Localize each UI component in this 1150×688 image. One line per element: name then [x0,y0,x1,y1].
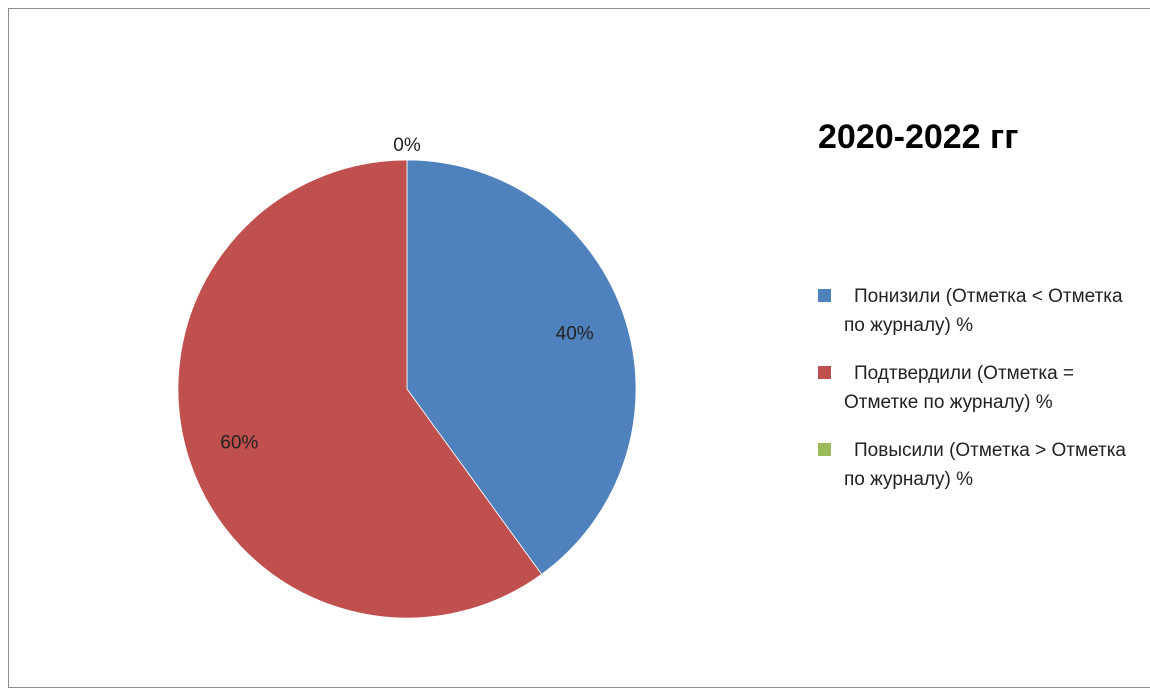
legend-label-raised: Повысили (Отметка > Отметка по журналу) … [844,440,1127,490]
data-label-confirmed: 60% [220,433,258,454]
legend-item-lowered: Понизили (Отметка < Отметка по журналу) … [818,282,1148,340]
data-label-raised: 0% [393,135,421,156]
legend-label-lowered: Понизили (Отметка < Отметка по журналу) … [844,286,1123,336]
legend-swatch-raised [818,443,831,456]
legend-item-raised: Повысили (Отметка > Отметка по журналу) … [818,436,1148,494]
chart-legend: Понизили (Отметка < Отметка по журналу) … [818,282,1148,513]
legend-swatch-lowered [818,289,831,302]
pie-slices [177,159,637,619]
legend-swatch-confirmed [818,366,831,379]
legend-label-confirmed: Подтвердили (Отметка = Отметке по журнал… [844,363,1075,413]
pie-slice-lowered [406,159,637,575]
pie-data-labels: 40% 60% 0% [220,135,594,453]
pie-slice-confirmed [177,159,543,619]
chart-title: 2020-2022 гг [818,118,1019,156]
data-label-lowered: 40% [556,324,594,345]
legend-item-confirmed: Подтвердили (Отметка = Отметке по журнал… [818,359,1148,417]
